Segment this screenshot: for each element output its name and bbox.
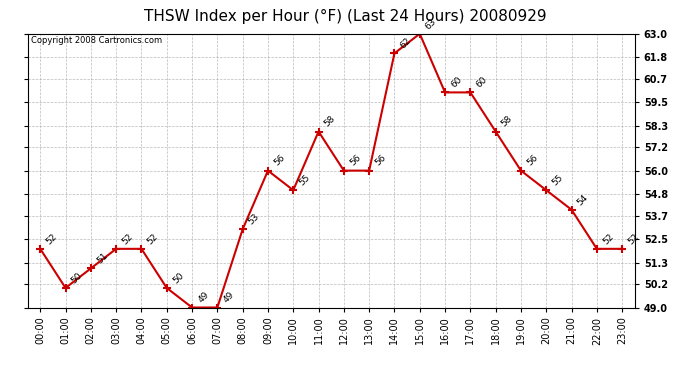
Text: 63: 63	[424, 16, 438, 31]
Text: 51: 51	[95, 251, 110, 266]
Text: 50: 50	[70, 271, 84, 285]
Text: 58: 58	[500, 114, 514, 129]
Text: 52: 52	[601, 232, 615, 246]
Text: 54: 54	[575, 192, 590, 207]
Text: 56: 56	[272, 153, 286, 168]
Text: 55: 55	[551, 173, 565, 188]
Text: 49: 49	[196, 290, 210, 305]
Text: 56: 56	[525, 153, 540, 168]
Text: 52: 52	[44, 232, 59, 246]
Text: 52: 52	[627, 232, 641, 246]
Text: 52: 52	[146, 232, 160, 246]
Text: 62: 62	[399, 36, 413, 51]
Text: 60: 60	[449, 75, 464, 90]
Text: Copyright 2008 Cartronics.com: Copyright 2008 Cartronics.com	[30, 36, 161, 45]
Text: THSW Index per Hour (°F) (Last 24 Hours) 20080929: THSW Index per Hour (°F) (Last 24 Hours)…	[144, 9, 546, 24]
Text: 60: 60	[475, 75, 489, 90]
Text: 50: 50	[171, 271, 186, 285]
Text: 52: 52	[120, 232, 135, 246]
Text: 49: 49	[221, 290, 236, 305]
Text: 56: 56	[373, 153, 388, 168]
Text: 58: 58	[323, 114, 337, 129]
Text: 56: 56	[348, 153, 362, 168]
Text: 53: 53	[247, 212, 262, 226]
Text: 55: 55	[297, 173, 312, 188]
